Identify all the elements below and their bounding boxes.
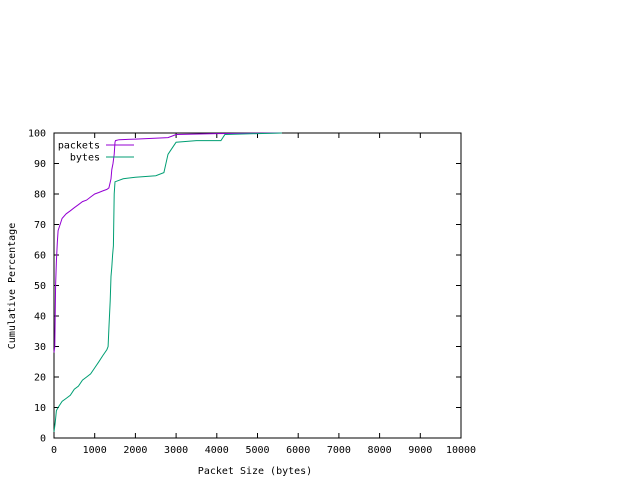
y-tick-label: 70	[34, 220, 46, 231]
x-axis-label: Packet Size (bytes)	[198, 466, 312, 477]
x-tick-label: 7000	[327, 445, 351, 456]
x-tick-label: 3000	[164, 445, 188, 456]
plot-frame	[53, 132, 462, 439]
y-tick-label: 100	[28, 129, 46, 140]
y-tick-label: 50	[34, 281, 46, 292]
x-tick-label: 9000	[408, 445, 432, 456]
y-tick-label: 90	[34, 159, 46, 170]
legend-label-bytes: bytes	[70, 153, 100, 164]
y-axis-ticks: 0 10 20 30 40 50 60 70 80 90 100	[28, 129, 461, 445]
y-tick-label: 10	[34, 403, 46, 414]
series-layer	[53, 132, 282, 432]
y-tick-label: 40	[34, 312, 46, 323]
x-tick-label: 5000	[245, 445, 269, 456]
series-line-packets	[53, 132, 282, 353]
legend-label-packets: packets	[58, 141, 100, 152]
y-axis-label: Cumulative Percentage	[7, 223, 18, 349]
x-tick-label: 10000	[446, 445, 476, 456]
y-tick-label: 60	[34, 251, 46, 262]
y-tick-label: 20	[34, 373, 46, 384]
series-line-bytes	[53, 132, 282, 432]
y-tick-label: 0	[40, 434, 46, 445]
plot-area	[53, 132, 462, 439]
x-tick-label: 8000	[368, 445, 392, 456]
x-tick-label: 6000	[286, 445, 310, 456]
y-tick-label: 80	[34, 190, 46, 201]
x-tick-label: 0	[51, 445, 57, 456]
x-tick-label: 2000	[123, 445, 147, 456]
x-tick-label: 1000	[83, 445, 107, 456]
x-axis-ticks: 0 1000 2000 3000 4000 5000 6000 7000 8000 9000 100…	[51, 133, 476, 456]
y-tick-label: 30	[34, 342, 46, 353]
x-tick-label: 4000	[205, 445, 229, 456]
